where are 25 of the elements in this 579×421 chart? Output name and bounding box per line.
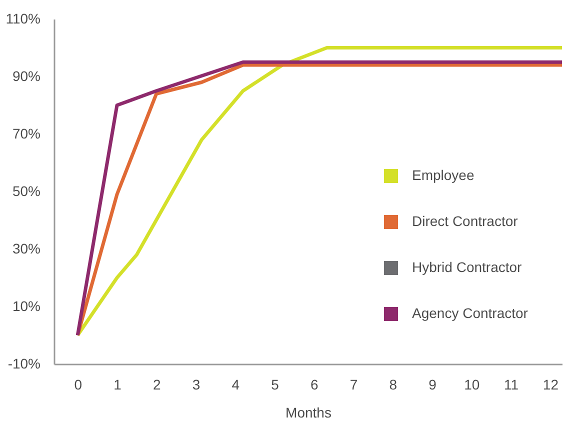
x-tick-label: 0 [74, 376, 82, 392]
legend-label: Hybrid Contractor [412, 259, 522, 275]
legend-label: Agency Contractor [412, 305, 528, 321]
x-tick-label: 1 [114, 376, 122, 392]
y-tick-label: 10% [12, 298, 40, 314]
x-tick-label: 2 [152, 376, 161, 392]
x-tick-label: 4 [232, 376, 240, 392]
x-axis-title: Months [286, 404, 332, 420]
legend-label: Direct Contractor [412, 213, 518, 229]
y-tick-label: 110% [6, 10, 40, 26]
x-tick-label: 10 [464, 376, 480, 392]
y-tick-label: 70% [12, 126, 40, 142]
legend-label: Employee [412, 167, 474, 183]
x-tick-label: 7 [350, 376, 358, 392]
y-tick-label: 50% [12, 183, 40, 199]
x-tick-label: 3 [192, 376, 200, 392]
x-tick-label: 9 [428, 376, 437, 392]
x-tick-label: 5 [271, 376, 280, 392]
x-tick-label: 11 [504, 376, 519, 392]
y-tick-label: -10% [8, 356, 40, 372]
x-tick-label: 8 [389, 376, 398, 392]
x-tick-label: 6 [310, 376, 319, 392]
y-tick-label: 90% [12, 68, 40, 84]
x-tick-label: 12 [542, 376, 559, 392]
y-tick-label: 30% [12, 240, 40, 256]
